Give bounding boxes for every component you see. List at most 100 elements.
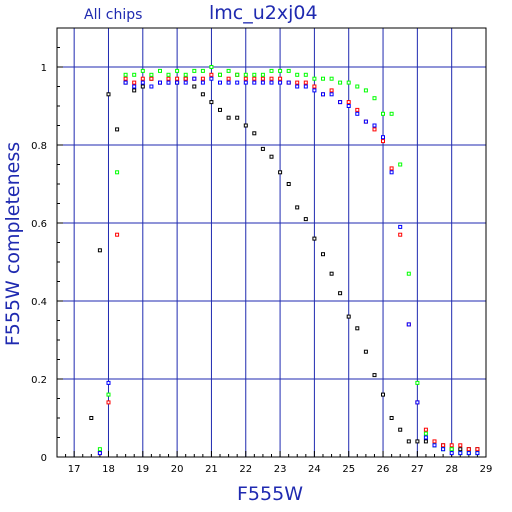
data-point-series-3 <box>355 111 360 116</box>
data-point-series-1 <box>475 447 480 452</box>
data-point-series-0 <box>260 146 265 151</box>
data-point-series-2 <box>278 68 283 73</box>
data-point-series-1 <box>355 107 360 112</box>
data-point-series-3 <box>149 84 154 89</box>
y-tick-label: 0 <box>41 453 47 464</box>
x-tick-label: 28 <box>445 464 458 475</box>
data-point-series-0 <box>303 217 308 222</box>
data-point-series-0 <box>269 154 274 159</box>
data-point-series-0 <box>381 392 385 397</box>
data-point-series-2 <box>381 111 385 116</box>
plot-frame <box>56 27 487 458</box>
x-tick-label: 24 <box>308 464 321 475</box>
data-point-series-2 <box>338 80 343 85</box>
data-point-series-1 <box>303 80 308 85</box>
data-point-series-3 <box>175 80 180 85</box>
data-point-series-2 <box>140 68 145 73</box>
data-point-series-3 <box>286 80 291 85</box>
data-point-series-3 <box>441 447 446 452</box>
data-point-series-1 <box>175 76 180 81</box>
data-point-series-1 <box>466 447 471 452</box>
data-point-series-0 <box>192 84 197 89</box>
x-tick-label: 19 <box>136 464 149 475</box>
data-point-series-0 <box>226 115 231 120</box>
data-point-series-0 <box>97 248 102 253</box>
data-point-series-1 <box>252 76 257 81</box>
data-point-series-2 <box>218 72 222 77</box>
data-point-series-1 <box>381 139 385 144</box>
data-point-series-1 <box>166 76 171 81</box>
data-point-series-3 <box>269 80 274 85</box>
data-point-series-3 <box>398 224 403 229</box>
data-point-series-0 <box>218 107 222 112</box>
data-point-series-0 <box>295 205 300 210</box>
data-point-series-2 <box>106 392 111 397</box>
data-point-series-1 <box>423 427 428 432</box>
data-point-series-0 <box>235 115 240 120</box>
data-point-series-3 <box>243 80 248 85</box>
data-point-series-1 <box>295 80 300 85</box>
data-point-series-0 <box>423 439 428 444</box>
data-point-series-3 <box>449 451 454 456</box>
data-point-series-2 <box>158 68 162 73</box>
grid-lines <box>57 28 486 457</box>
x-tick-label: 18 <box>102 464 115 475</box>
x-tick-label: 21 <box>205 464 218 475</box>
chart-title: lmc_u2xj04 <box>209 2 318 24</box>
data-point-series-2 <box>192 68 197 73</box>
data-point-series-3 <box>363 119 368 124</box>
data-point-series-2 <box>175 68 180 73</box>
x-tick-label: 27 <box>411 464 424 475</box>
data-point-series-0 <box>243 123 248 128</box>
data-point-series-3 <box>132 84 137 89</box>
data-point-series-3 <box>218 80 222 85</box>
data-point-series-3 <box>97 451 102 456</box>
data-point-series-2 <box>406 271 411 276</box>
data-point-series-2 <box>243 72 248 77</box>
data-point-series-0 <box>278 170 283 175</box>
data-point-series-0 <box>363 349 368 354</box>
data-point-series-3 <box>372 123 377 128</box>
data-point-series-2 <box>423 431 428 436</box>
data-point-series-1 <box>260 76 265 81</box>
data-point-series-2 <box>312 76 317 81</box>
data-point-series-2 <box>260 72 265 77</box>
data-point-series-3 <box>423 435 428 440</box>
x-tick-label: 20 <box>171 464 184 475</box>
data-point-series-2 <box>123 72 128 77</box>
data-point-series-1 <box>132 80 137 85</box>
x-tick-label: 23 <box>274 464 287 475</box>
data-point-series-1 <box>441 443 446 448</box>
data-point-series-1 <box>243 76 248 81</box>
data-point-series-3 <box>235 80 240 85</box>
data-point-series-2 <box>166 72 171 77</box>
data-point-series-0 <box>115 127 120 132</box>
data-point-series-1 <box>123 76 128 81</box>
x-tick-label: 17 <box>68 464 81 475</box>
data-point-series-2 <box>389 111 394 116</box>
data-point-series-2 <box>286 68 291 73</box>
data-point-series-3 <box>192 76 197 81</box>
data-point-series-1 <box>200 76 205 81</box>
data-point-series-3 <box>475 451 480 456</box>
data-point-series-0 <box>200 92 205 97</box>
data-point-series-3 <box>166 80 171 85</box>
data-point-series-3 <box>312 88 317 93</box>
data-point-series-3 <box>415 400 420 405</box>
data-point-series-2 <box>329 76 334 81</box>
data-point-series-1 <box>398 232 403 237</box>
data-point-series-0 <box>398 427 403 432</box>
data-point-series-2 <box>398 162 403 167</box>
data-point-series-2 <box>132 72 137 77</box>
y-tick-label: 0.2 <box>31 375 47 386</box>
data-point-series-1 <box>372 127 377 132</box>
data-point-series-3 <box>432 443 437 448</box>
data-point-series-1 <box>226 76 231 81</box>
y-tick-labels: 0 0.2 0.4 0.6 0.8 1 <box>31 63 47 464</box>
data-point-series-3 <box>252 80 257 85</box>
data-point-series-0 <box>132 88 137 93</box>
data-point-series-0 <box>321 252 325 257</box>
plot-border <box>56 27 487 458</box>
data-point-series-3 <box>329 92 334 97</box>
